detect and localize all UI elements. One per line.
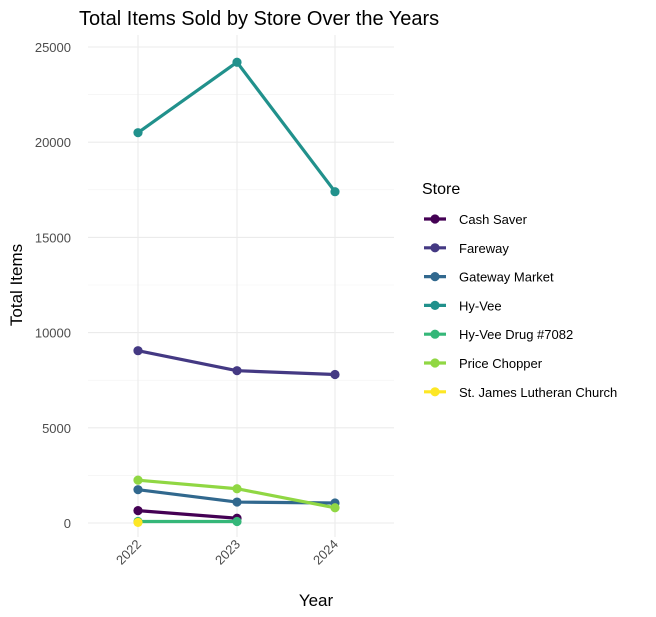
data-point — [232, 484, 242, 494]
series-fareway — [133, 346, 340, 380]
legend-label: Hy-Vee Drug #7082 — [459, 327, 573, 342]
series-line — [137, 509, 238, 520]
data-point — [133, 485, 143, 495]
data-point — [133, 506, 143, 516]
x-axis-ticks: 2022 2023 2024 — [113, 537, 341, 568]
chart-title: Total Items Sold by Store Over the Years — [79, 8, 439, 30]
y-tick-label: 10000 — [35, 326, 71, 341]
y-tick-label: 5000 — [42, 421, 71, 436]
legend-label: Gateway Market — [459, 270, 554, 285]
y-tick-label: 20000 — [35, 135, 71, 150]
y-tick-label: 15000 — [35, 230, 71, 245]
legend-key-point — [430, 272, 440, 282]
data-point — [232, 366, 242, 376]
grid — [88, 35, 394, 537]
data-point — [133, 128, 143, 138]
legend-label: Fareway — [459, 241, 509, 256]
data-point — [232, 516, 242, 527]
data-point — [330, 503, 340, 513]
data-point — [330, 187, 340, 197]
legend-label: St. James Lutheran Church — [459, 385, 617, 400]
legend-key-point — [430, 300, 440, 310]
x-axis-title: Year — [299, 591, 334, 610]
legend-key-point — [430, 387, 440, 397]
data-point — [232, 57, 242, 67]
legend-key-point — [430, 358, 440, 368]
series-price-chopper — [133, 475, 340, 513]
x-tick-label: 2022 — [113, 537, 144, 568]
data-point — [133, 517, 143, 528]
y-tick-label: 25000 — [35, 40, 71, 55]
y-tick-label: 0 — [64, 516, 71, 531]
series-lines — [133, 57, 340, 528]
legend-label: Hy-Vee — [459, 298, 502, 313]
legend-key-point — [430, 243, 440, 253]
legend-title: Store — [422, 181, 460, 198]
legend-label: Cash Saver — [459, 212, 528, 227]
data-point — [133, 346, 143, 356]
data-point — [133, 475, 143, 485]
x-tick-label: 2023 — [212, 537, 243, 568]
x-tick-label: 2024 — [310, 537, 341, 568]
legend: Store Cash Saver Fareway Gateway Market Hy-… — [422, 181, 617, 400]
y-axis-title: Total Items — [7, 244, 26, 326]
legend-label: Price Chopper — [459, 356, 543, 371]
y-axis-ticks: 0 5000 10000 15000 20000 25000 — [35, 40, 71, 531]
data-point — [330, 369, 340, 380]
series-hy-vee — [133, 57, 340, 197]
series-st-james-lutheran-church — [133, 517, 143, 528]
data-point — [232, 497, 242, 507]
legend-key-point — [430, 329, 440, 339]
legend-key-point — [430, 214, 440, 224]
